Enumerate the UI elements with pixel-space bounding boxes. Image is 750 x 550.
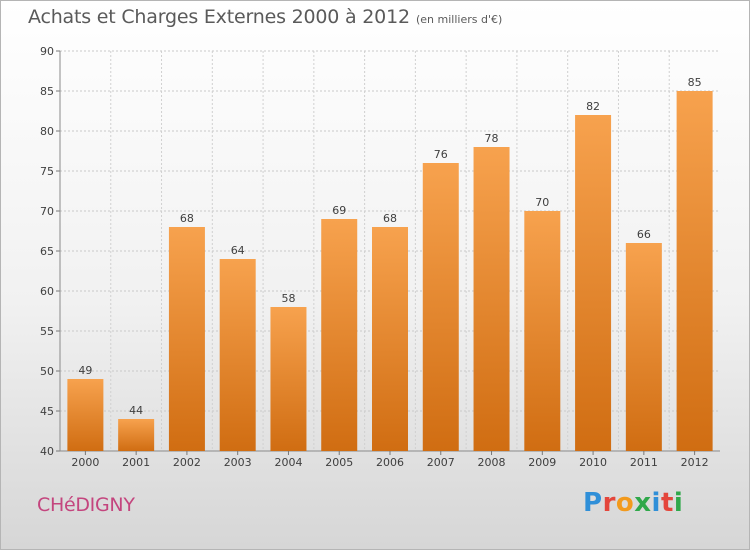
x-tick-label-2006: 2006 bbox=[376, 456, 404, 469]
x-tick-label-2004: 2004 bbox=[274, 456, 302, 469]
x-tick-label-2007: 2007 bbox=[427, 456, 455, 469]
bar-2007 bbox=[422, 163, 459, 451]
x-tick-label-2005: 2005 bbox=[325, 456, 353, 469]
bar-2000 bbox=[67, 379, 104, 451]
data-label-2012: 85 bbox=[688, 76, 702, 89]
y-tick-label: 50 bbox=[40, 365, 54, 378]
data-label-2009: 70 bbox=[535, 196, 549, 209]
logo-letter: x bbox=[634, 488, 652, 518]
data-label-2005: 69 bbox=[332, 204, 346, 217]
logo-letter: o bbox=[615, 488, 635, 518]
bar-2006 bbox=[372, 227, 408, 451]
bar-2008 bbox=[473, 147, 510, 451]
bar-2010 bbox=[575, 115, 612, 451]
y-tick-label: 75 bbox=[40, 165, 54, 178]
y-tick-label: 85 bbox=[40, 85, 54, 98]
x-tick-label-2012: 2012 bbox=[681, 456, 709, 469]
bar-2012 bbox=[676, 91, 713, 451]
data-label-2002: 68 bbox=[180, 212, 194, 225]
bar-2002 bbox=[168, 227, 205, 451]
x-tick-label-2003: 2003 bbox=[224, 456, 252, 469]
x-tick-label-2002: 2002 bbox=[173, 456, 201, 469]
bar-2003 bbox=[219, 259, 256, 451]
x-tick-label-2009: 2009 bbox=[528, 456, 556, 469]
logo-letter: t bbox=[660, 488, 674, 518]
y-tick-label: 40 bbox=[40, 445, 54, 458]
bar-2009 bbox=[524, 211, 561, 451]
data-label-2004: 58 bbox=[281, 292, 295, 305]
y-tick-label: 90 bbox=[40, 45, 54, 58]
y-tick-label: 65 bbox=[40, 245, 54, 258]
data-label-2000: 49 bbox=[78, 364, 92, 377]
chart-subtitle: (en milliers d'€) bbox=[416, 13, 503, 26]
data-label-2003: 64 bbox=[231, 244, 245, 257]
data-label-2011: 66 bbox=[637, 228, 651, 241]
y-tick-label: 80 bbox=[40, 125, 54, 138]
x-tick-label-2010: 2010 bbox=[579, 456, 607, 469]
logo-letter: P bbox=[583, 488, 603, 518]
location-name: CHéDIGNY bbox=[37, 494, 135, 516]
y-tick-label: 55 bbox=[40, 325, 54, 338]
x-tick-label-2008: 2008 bbox=[478, 456, 506, 469]
bar-2001 bbox=[118, 419, 155, 451]
data-label-2001: 44 bbox=[129, 404, 143, 417]
x-tick-label-2000: 2000 bbox=[71, 456, 99, 469]
y-tick-label: 70 bbox=[40, 205, 54, 218]
y-tick-label: 45 bbox=[40, 405, 54, 418]
data-label-2006: 68 bbox=[383, 212, 397, 225]
logo-letter: i bbox=[673, 488, 684, 518]
labels: 40 45 50 55 60 65 70 75 80 85 90 49 2000 44 2001 68 2002… bbox=[40, 45, 709, 469]
bar-2004 bbox=[270, 307, 307, 451]
bar-2011 bbox=[625, 243, 662, 451]
chart-title: Achats et Charges Externes 2000 à 2012 bbox=[28, 6, 410, 28]
x-tick-label-2011: 2011 bbox=[630, 456, 658, 469]
data-label-2010: 82 bbox=[586, 100, 600, 113]
data-label-2007: 76 bbox=[434, 148, 448, 161]
bars bbox=[67, 91, 713, 451]
y-tick-label: 60 bbox=[40, 285, 54, 298]
logo-letter: r bbox=[602, 488, 616, 518]
logo-letter: i bbox=[651, 488, 661, 518]
bar-2005 bbox=[321, 219, 358, 451]
proxiti-logo: Proxiti bbox=[583, 488, 683, 518]
data-label-2008: 78 bbox=[485, 132, 499, 145]
x-tick-label-2001: 2001 bbox=[122, 456, 150, 469]
